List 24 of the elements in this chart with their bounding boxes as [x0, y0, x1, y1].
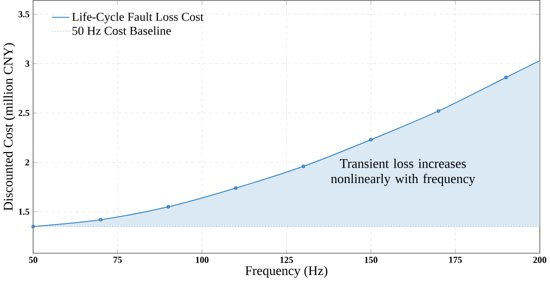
point	[234, 186, 238, 190]
legend-label: 50 Hz Cost Baseline	[72, 26, 171, 35]
y-tick-label: 3.5	[18, 11, 30, 18]
x-tick-label: 125	[280, 256, 293, 263]
x-tick-label: 50	[28, 256, 38, 263]
x-axis-title: Frequency (Hz)	[245, 266, 328, 278]
point	[369, 138, 373, 142]
y-tick-label: 2.5	[18, 110, 30, 116]
x-tick-label: 200	[533, 256, 546, 263]
x-tick-label: 75	[114, 256, 122, 263]
x-tick-label: 175	[449, 256, 462, 263]
y-tick-label: 1.5	[18, 208, 30, 215]
x-tick-label: 100	[196, 256, 209, 263]
x-tick-label: 150	[364, 256, 378, 263]
point	[98, 218, 102, 222]
point	[166, 204, 170, 208]
y-tick-label: 3	[25, 60, 30, 67]
y-tick-label: 2	[25, 159, 30, 166]
point	[436, 109, 440, 113]
point	[302, 164, 306, 168]
y-axis-title: Discounted Cost (million CNY)	[3, 43, 16, 211]
annotation: Transient loss increases nonlinearly with frequency	[331, 158, 476, 186]
point	[504, 76, 508, 80]
legend-label: Life-Cycle Fault Loss Cost	[72, 12, 204, 24]
